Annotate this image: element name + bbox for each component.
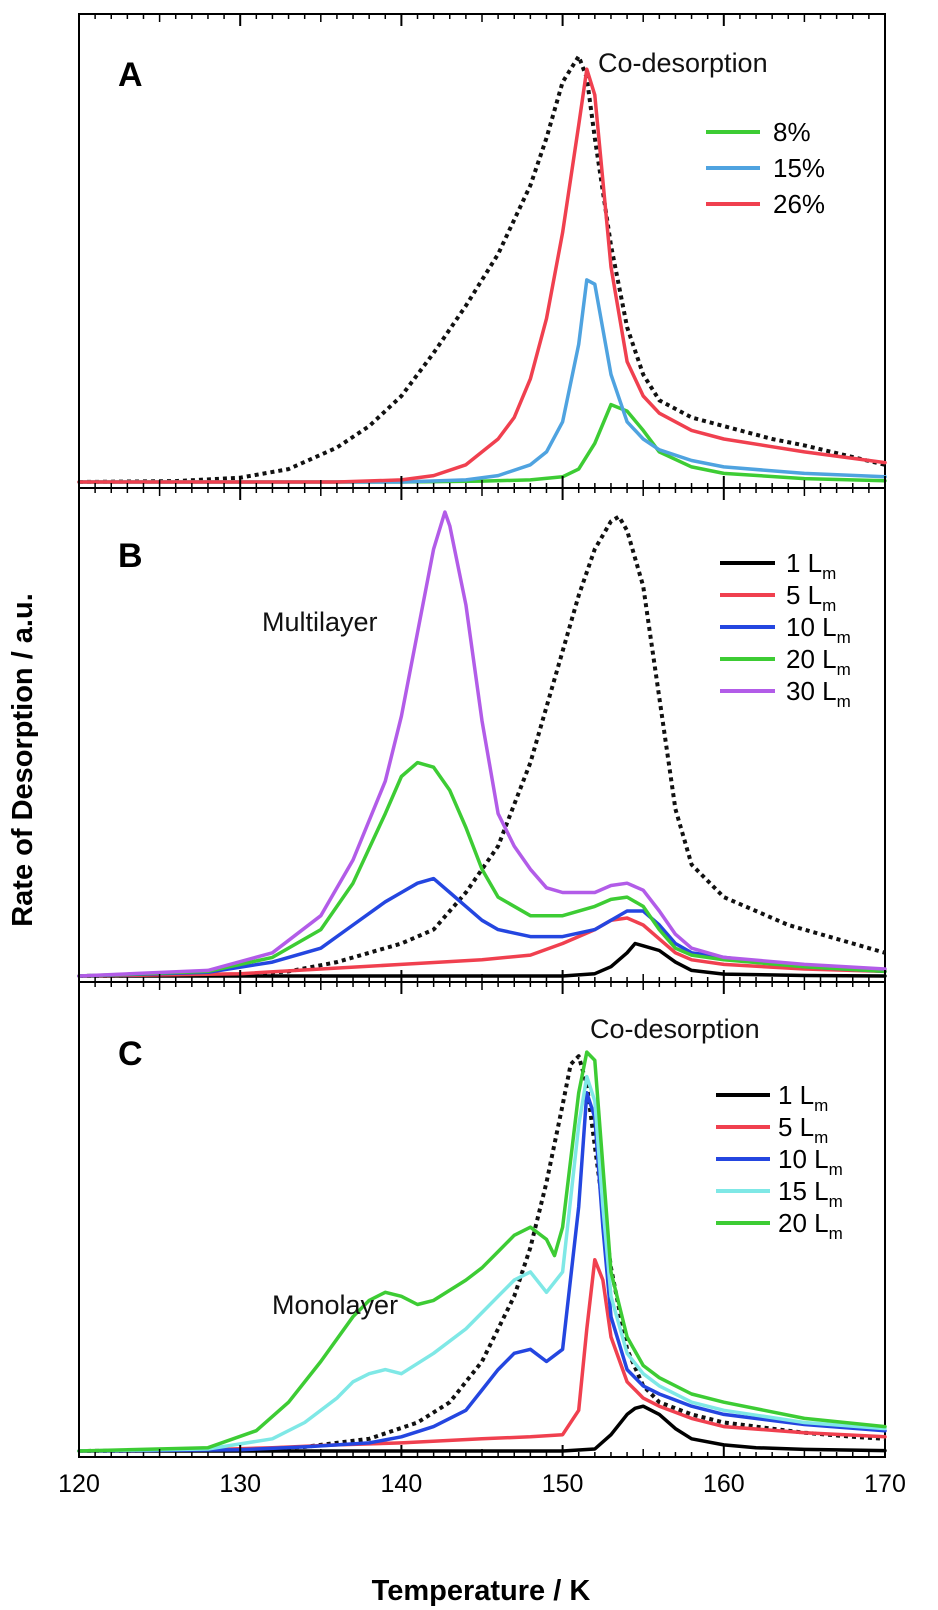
x-tick-label: 120 bbox=[58, 1470, 100, 1498]
panel-b-series-5-lm bbox=[77, 916, 887, 978]
panel-b-annotation-multilayer: Multilayer bbox=[262, 607, 378, 637]
panel-c-series-5-lm bbox=[77, 1257, 887, 1453]
panel-a-series bbox=[77, 54, 887, 484]
panel-c-series-15-lm bbox=[77, 1074, 887, 1453]
panel-c-series-10-lm bbox=[77, 1091, 887, 1453]
x-tick-label: 130 bbox=[219, 1470, 261, 1498]
panel-b-series-reference-dotted bbox=[78, 514, 886, 978]
legend-label: 8% bbox=[773, 117, 811, 147]
legend-label: 20 Lm bbox=[786, 644, 851, 679]
panel-a-letter: A bbox=[118, 56, 143, 94]
legend-label: 20 Lm bbox=[778, 1208, 843, 1243]
panel-a-border bbox=[78, 13, 886, 489]
panel-a-series-15pct bbox=[77, 278, 887, 484]
panel-c-frame bbox=[78, 981, 886, 1458]
legend-label: 15 Lm bbox=[778, 1176, 843, 1211]
legend-label: 15% bbox=[773, 153, 825, 183]
x-tick-labels: 120 130 140 150 160 170 bbox=[58, 1470, 906, 1498]
x-tick-label: 150 bbox=[542, 1470, 584, 1498]
legend-label: 10 Lm bbox=[778, 1144, 843, 1179]
panel-c-series-reference-dotted bbox=[78, 1054, 886, 1453]
panel-b-series-30-lm bbox=[77, 510, 887, 978]
panel-c-border bbox=[78, 981, 886, 1458]
panel-a-frame bbox=[78, 13, 886, 489]
x-axis-title: Temperature / K bbox=[372, 1575, 591, 1607]
x-tick-label: 170 bbox=[864, 1470, 906, 1498]
y-axis-title: Rate of Desorption / a.u. bbox=[7, 593, 39, 927]
panel-c-series-1-lm bbox=[77, 1404, 887, 1453]
panel-b-letter: B bbox=[118, 537, 143, 575]
x-tick-label: 160 bbox=[703, 1470, 745, 1498]
panel-c-series bbox=[77, 1050, 887, 1453]
x-tick-label: 140 bbox=[381, 1470, 423, 1498]
panel-c-series-20-lm bbox=[77, 1050, 887, 1453]
legend-label: 10 Lm bbox=[786, 612, 851, 647]
panel-a-legend: 8% 15% 26% bbox=[706, 117, 825, 219]
panel-a-series-8pct bbox=[77, 402, 887, 484]
legend-label: 5 Lm bbox=[786, 580, 836, 615]
panel-c-annotation-monolayer: Monolayer bbox=[272, 1290, 398, 1320]
panel-a-series-reference-dotted bbox=[78, 54, 886, 484]
x-axis-ticks bbox=[78, 14, 886, 1457]
legend-label: 1 Lm bbox=[786, 548, 836, 583]
panel-b-series bbox=[77, 510, 887, 978]
legend-label: 1 Lm bbox=[778, 1080, 828, 1115]
panel-b-series-10-lm bbox=[77, 876, 887, 978]
panel-a-annotation-codesorption: Co-desorption bbox=[598, 48, 768, 78]
panel-c-annotation-codesorption: Co-desorption bbox=[590, 1014, 760, 1044]
legend-label: 5 Lm bbox=[778, 1112, 828, 1147]
legend-label: 30 Lm bbox=[786, 676, 851, 711]
panel-a-series-26pct bbox=[77, 67, 887, 484]
panel-c-letter: C bbox=[118, 1035, 143, 1073]
panel-b-series-20-lm bbox=[77, 760, 887, 978]
legend-label: 26% bbox=[773, 189, 825, 219]
